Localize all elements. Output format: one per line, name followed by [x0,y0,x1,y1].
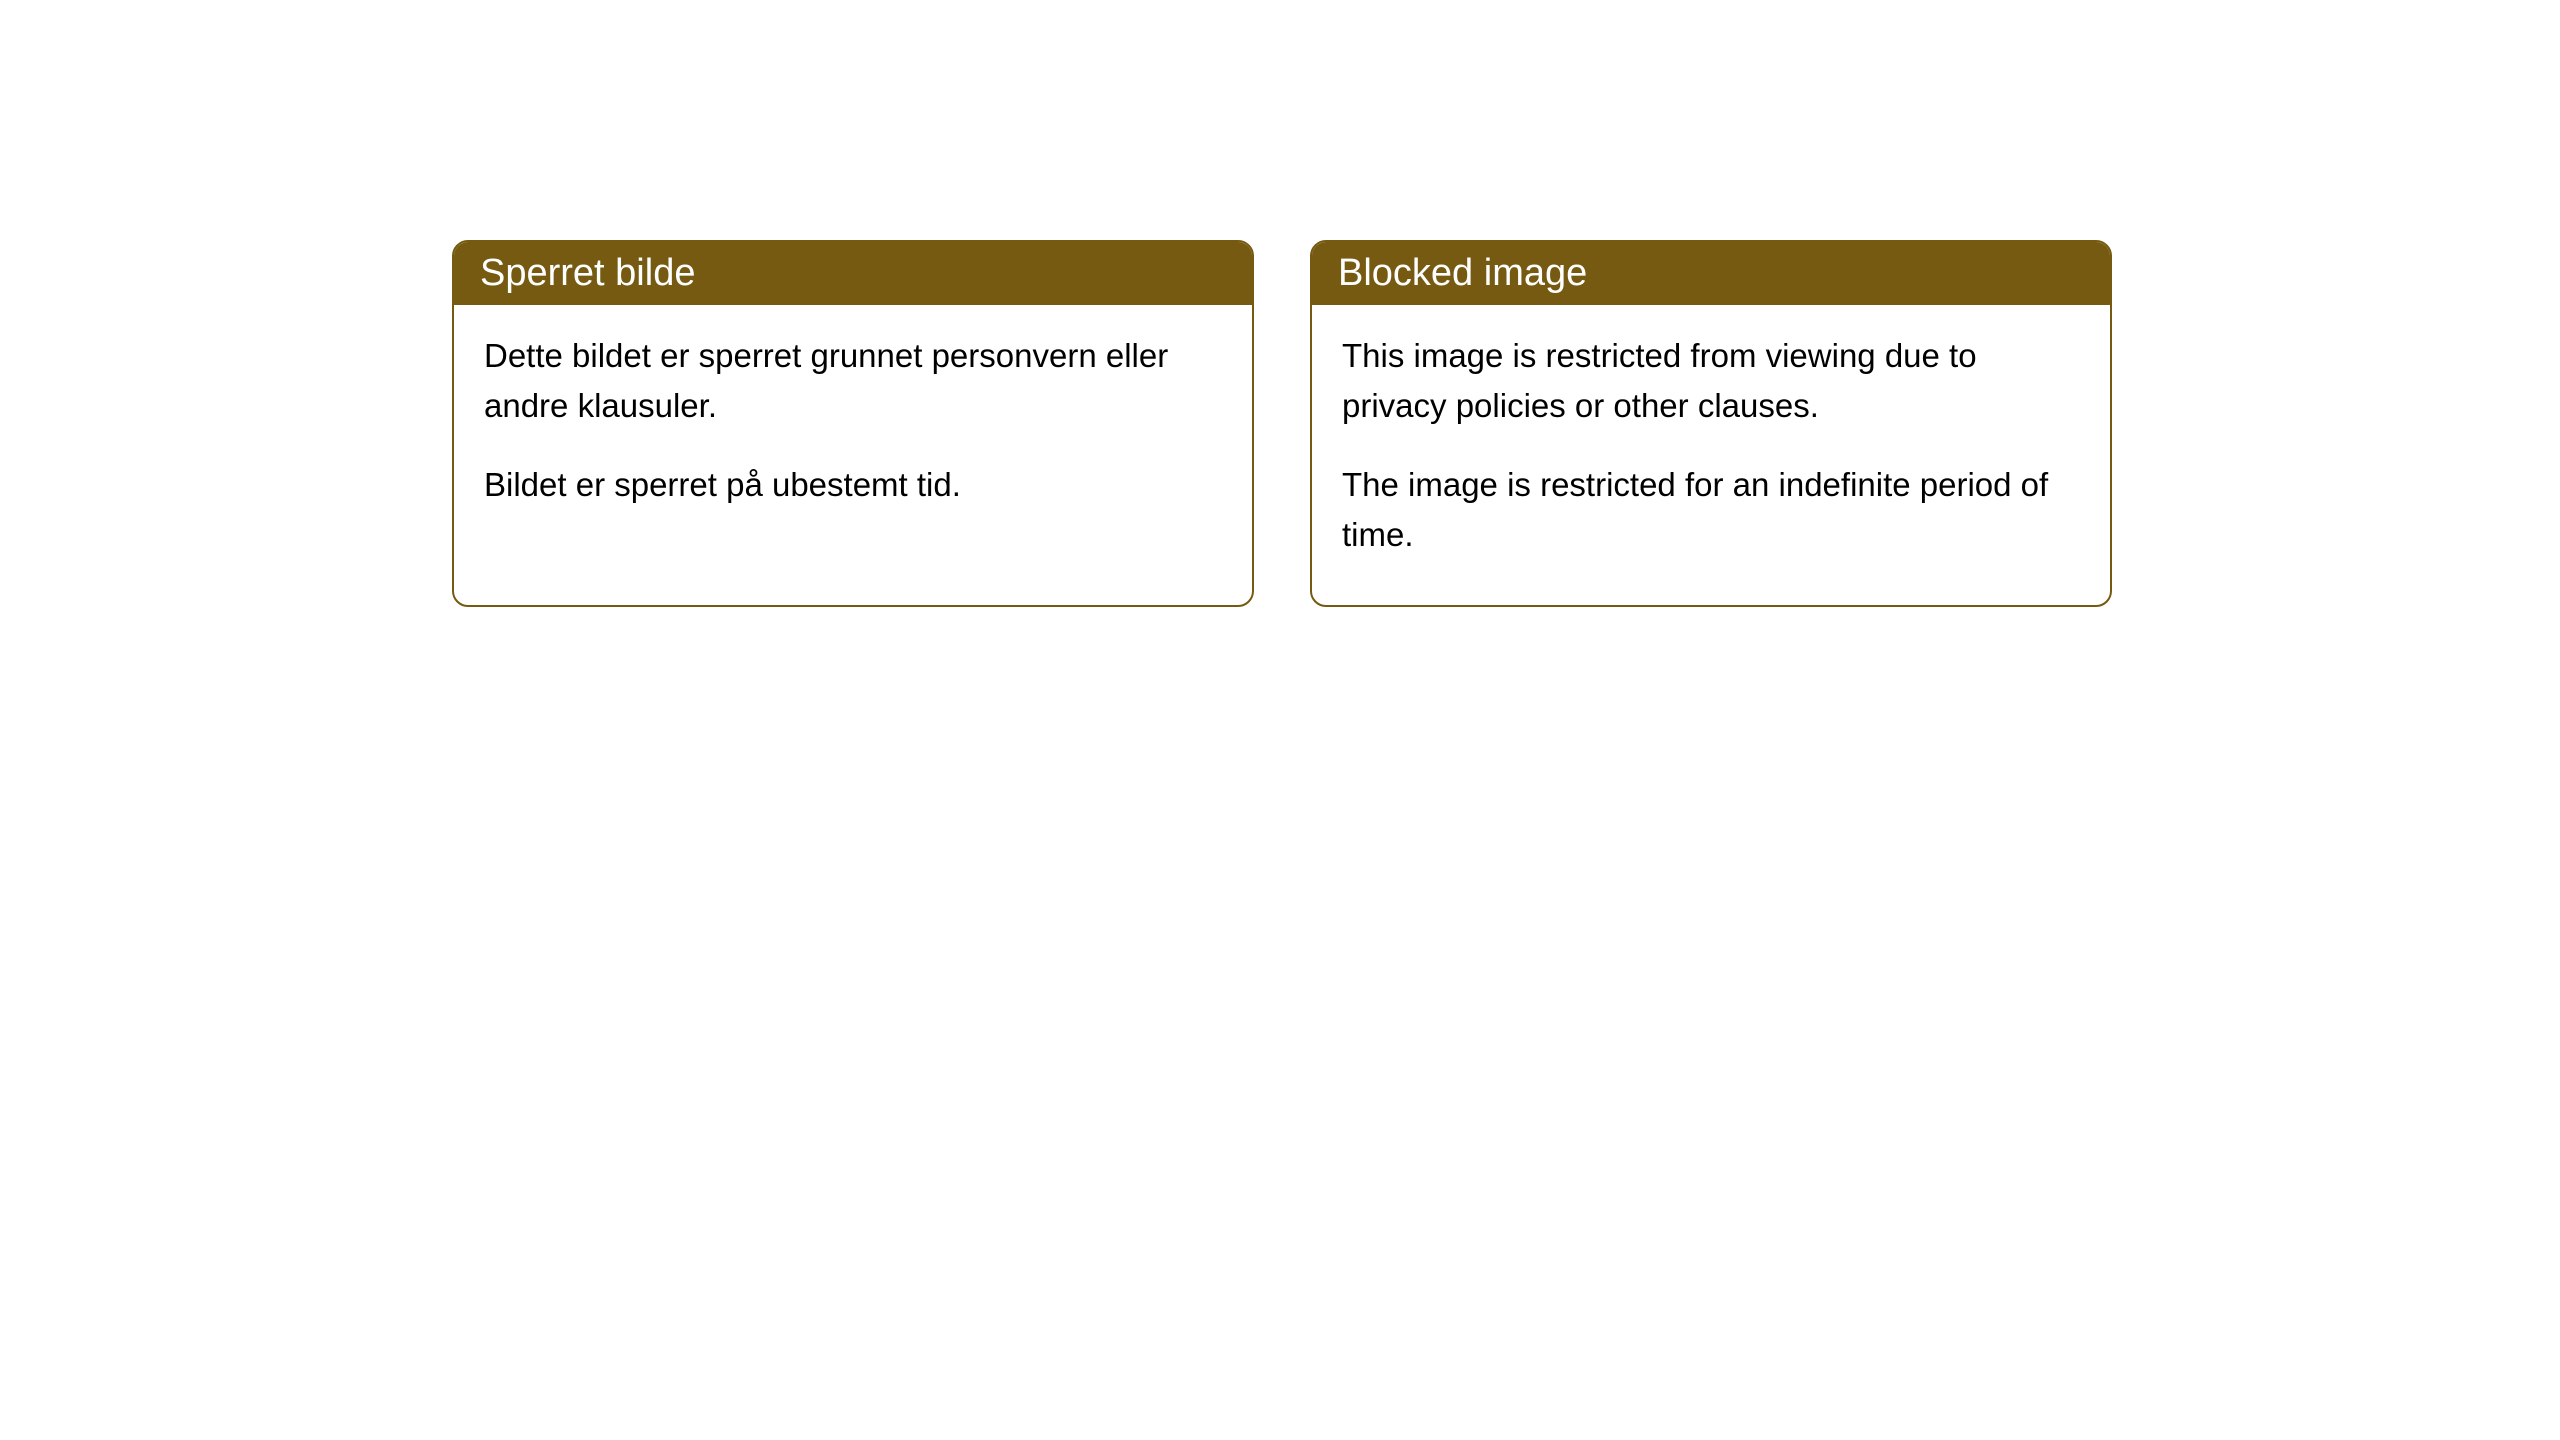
card-paragraph: This image is restricted from viewing du… [1342,331,2080,430]
notice-card-norwegian: Sperret bilde Dette bildet er sperret gr… [452,240,1254,607]
card-paragraph: Bildet er sperret på ubestemt tid. [484,460,1222,510]
card-title: Blocked image [1338,252,1587,294]
card-header-norwegian: Sperret bilde [454,242,1252,305]
card-body-english: This image is restricted from viewing du… [1312,305,2110,605]
card-header-english: Blocked image [1312,242,2110,305]
card-paragraph: Dette bildet er sperret grunnet personve… [484,331,1222,430]
card-body-norwegian: Dette bildet er sperret grunnet personve… [454,305,1252,556]
card-paragraph: The image is restricted for an indefinit… [1342,460,2080,559]
notice-cards-container: Sperret bilde Dette bildet er sperret gr… [452,240,2112,607]
card-title: Sperret bilde [480,252,695,294]
notice-card-english: Blocked image This image is restricted f… [1310,240,2112,607]
